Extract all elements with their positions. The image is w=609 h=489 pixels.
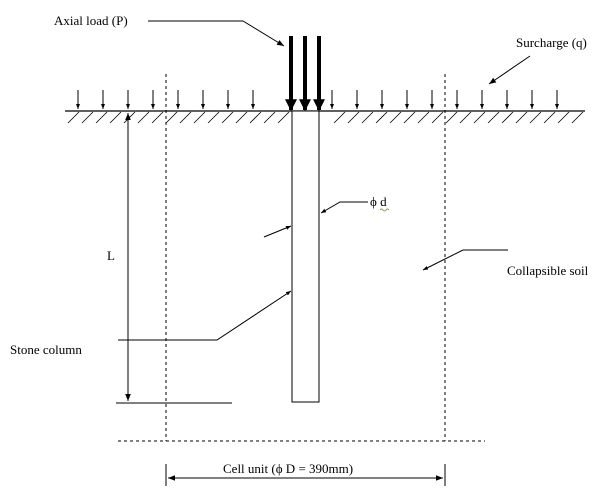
cell-unit-label: Cell unit (ϕ D = 390mm) [223,461,353,476]
hatch-mark [487,111,500,124]
hatch-mark [417,111,430,124]
hatch-mark [389,111,402,124]
hatch-mark [543,111,556,124]
hatch-mark [249,111,262,124]
hatch-mark [403,111,416,124]
surcharge-label: Surcharge (q) [516,35,587,50]
collapsible-soil-label: Collapsible soil [507,263,589,278]
surcharge-arrows [76,90,559,109]
hatch-mark [95,111,108,124]
hatch-mark [333,111,346,124]
hatch-mark [123,111,136,124]
stone-column-label: Stone column [10,342,82,357]
hatch-mark [459,111,472,124]
hatch-mark [557,111,570,124]
hatch-mark [179,111,192,124]
hatch-mark [529,111,542,124]
hatch-mark [515,111,528,124]
stone-column [291,110,320,403]
pile-diameter-label: ϕ d [370,194,387,209]
hatch-mark [375,111,388,124]
hatch-mark [473,111,486,124]
collapsible-soil-leader [422,249,508,271]
hatch-mark [151,111,164,124]
hatch-mark [501,111,514,124]
diameter-leader-right [320,201,368,214]
axial-load-label: Axial load (P) [54,13,128,28]
hatch-mark [431,111,444,124]
hatch-mark [207,111,220,124]
hatch-mark [571,111,584,124]
hatch-mark [235,111,248,124]
spell-check-squiggle [379,208,390,212]
axial-load-leader [148,20,285,47]
diameter-leader-left [263,225,292,238]
hatch-mark [137,111,150,124]
hatch-mark [165,111,178,124]
hatch-mark [221,111,234,124]
axial-load-arrows [285,36,325,112]
hatch-mark [361,111,374,124]
hatch-mark [445,111,458,124]
hatch-mark [277,111,290,124]
hatch-mark [109,111,122,124]
ground-hatching [67,111,584,124]
stone-column-leader [118,290,292,341]
length-label: L [107,248,115,263]
hatch-mark [263,111,276,124]
surcharge-leader [488,55,531,85]
hatch-mark [347,111,360,124]
hatch-mark [81,111,94,124]
hatch-mark [67,111,80,124]
hatch-mark [193,111,206,124]
